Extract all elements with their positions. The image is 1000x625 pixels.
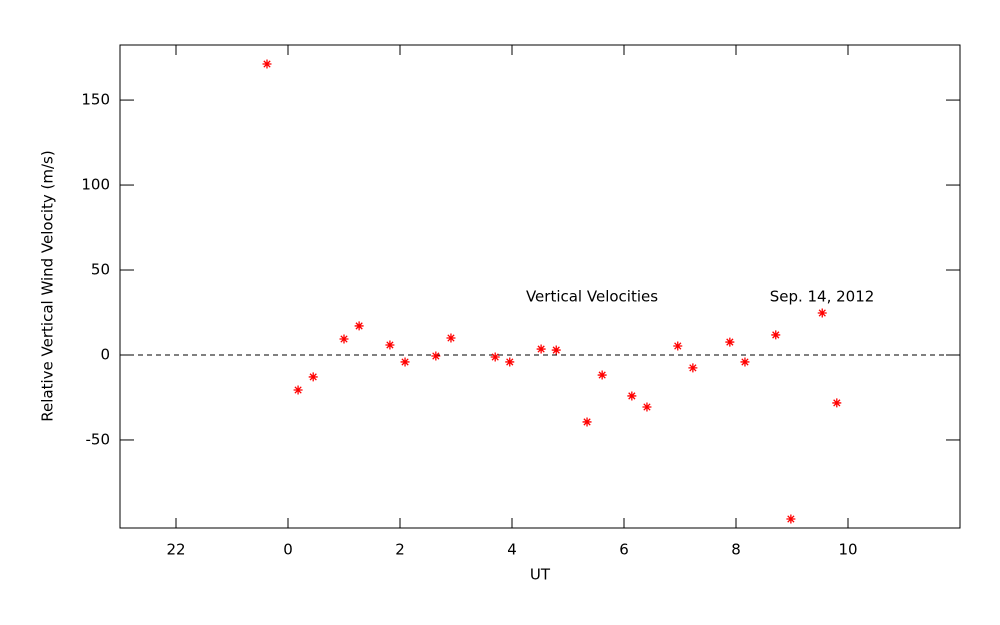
data-point xyxy=(688,363,698,373)
annotation: Sep. 14, 2012 xyxy=(770,288,875,306)
data-point xyxy=(293,385,303,395)
data-point xyxy=(627,391,637,401)
x-tick-label: 10 xyxy=(838,541,857,559)
data-point xyxy=(597,370,607,380)
data-point xyxy=(354,321,364,331)
plot-frame xyxy=(119,44,961,529)
y-tick-label: 0 xyxy=(100,345,110,363)
data-point xyxy=(385,340,395,350)
x-tick-label: 8 xyxy=(731,541,741,559)
data-point xyxy=(582,417,592,427)
data-point xyxy=(832,398,842,408)
y-tick-label: 100 xyxy=(81,176,110,194)
data-point xyxy=(551,345,561,355)
data-point xyxy=(536,344,546,354)
x-axis-label: UT xyxy=(530,566,551,584)
data-point xyxy=(673,341,683,351)
data-point xyxy=(400,357,410,367)
data-point xyxy=(817,308,827,318)
data-point xyxy=(262,59,272,69)
x-tick-label: 6 xyxy=(619,541,629,559)
data-point xyxy=(505,357,515,367)
data-point xyxy=(308,372,318,382)
x-tick-label: 2 xyxy=(395,541,405,559)
data-point xyxy=(740,357,750,367)
y-tick-label: 150 xyxy=(81,91,110,109)
data-point xyxy=(786,514,796,524)
data-point xyxy=(642,402,652,412)
x-tick-label: 4 xyxy=(507,541,517,559)
y-tick-label: -50 xyxy=(86,430,111,448)
data-point xyxy=(725,337,735,347)
x-tick-label: 22 xyxy=(166,541,185,559)
data-point xyxy=(490,352,500,362)
data-point xyxy=(431,351,441,361)
data-point xyxy=(339,334,349,344)
x-tick-label: 0 xyxy=(283,541,293,559)
y-tick-label: 50 xyxy=(91,261,110,279)
y-axis-label: Relative Vertical Wind Velocity (m/s) xyxy=(39,150,57,421)
data-point xyxy=(771,330,781,340)
annotation: Vertical Velocities xyxy=(526,288,658,306)
data-point xyxy=(446,333,456,343)
